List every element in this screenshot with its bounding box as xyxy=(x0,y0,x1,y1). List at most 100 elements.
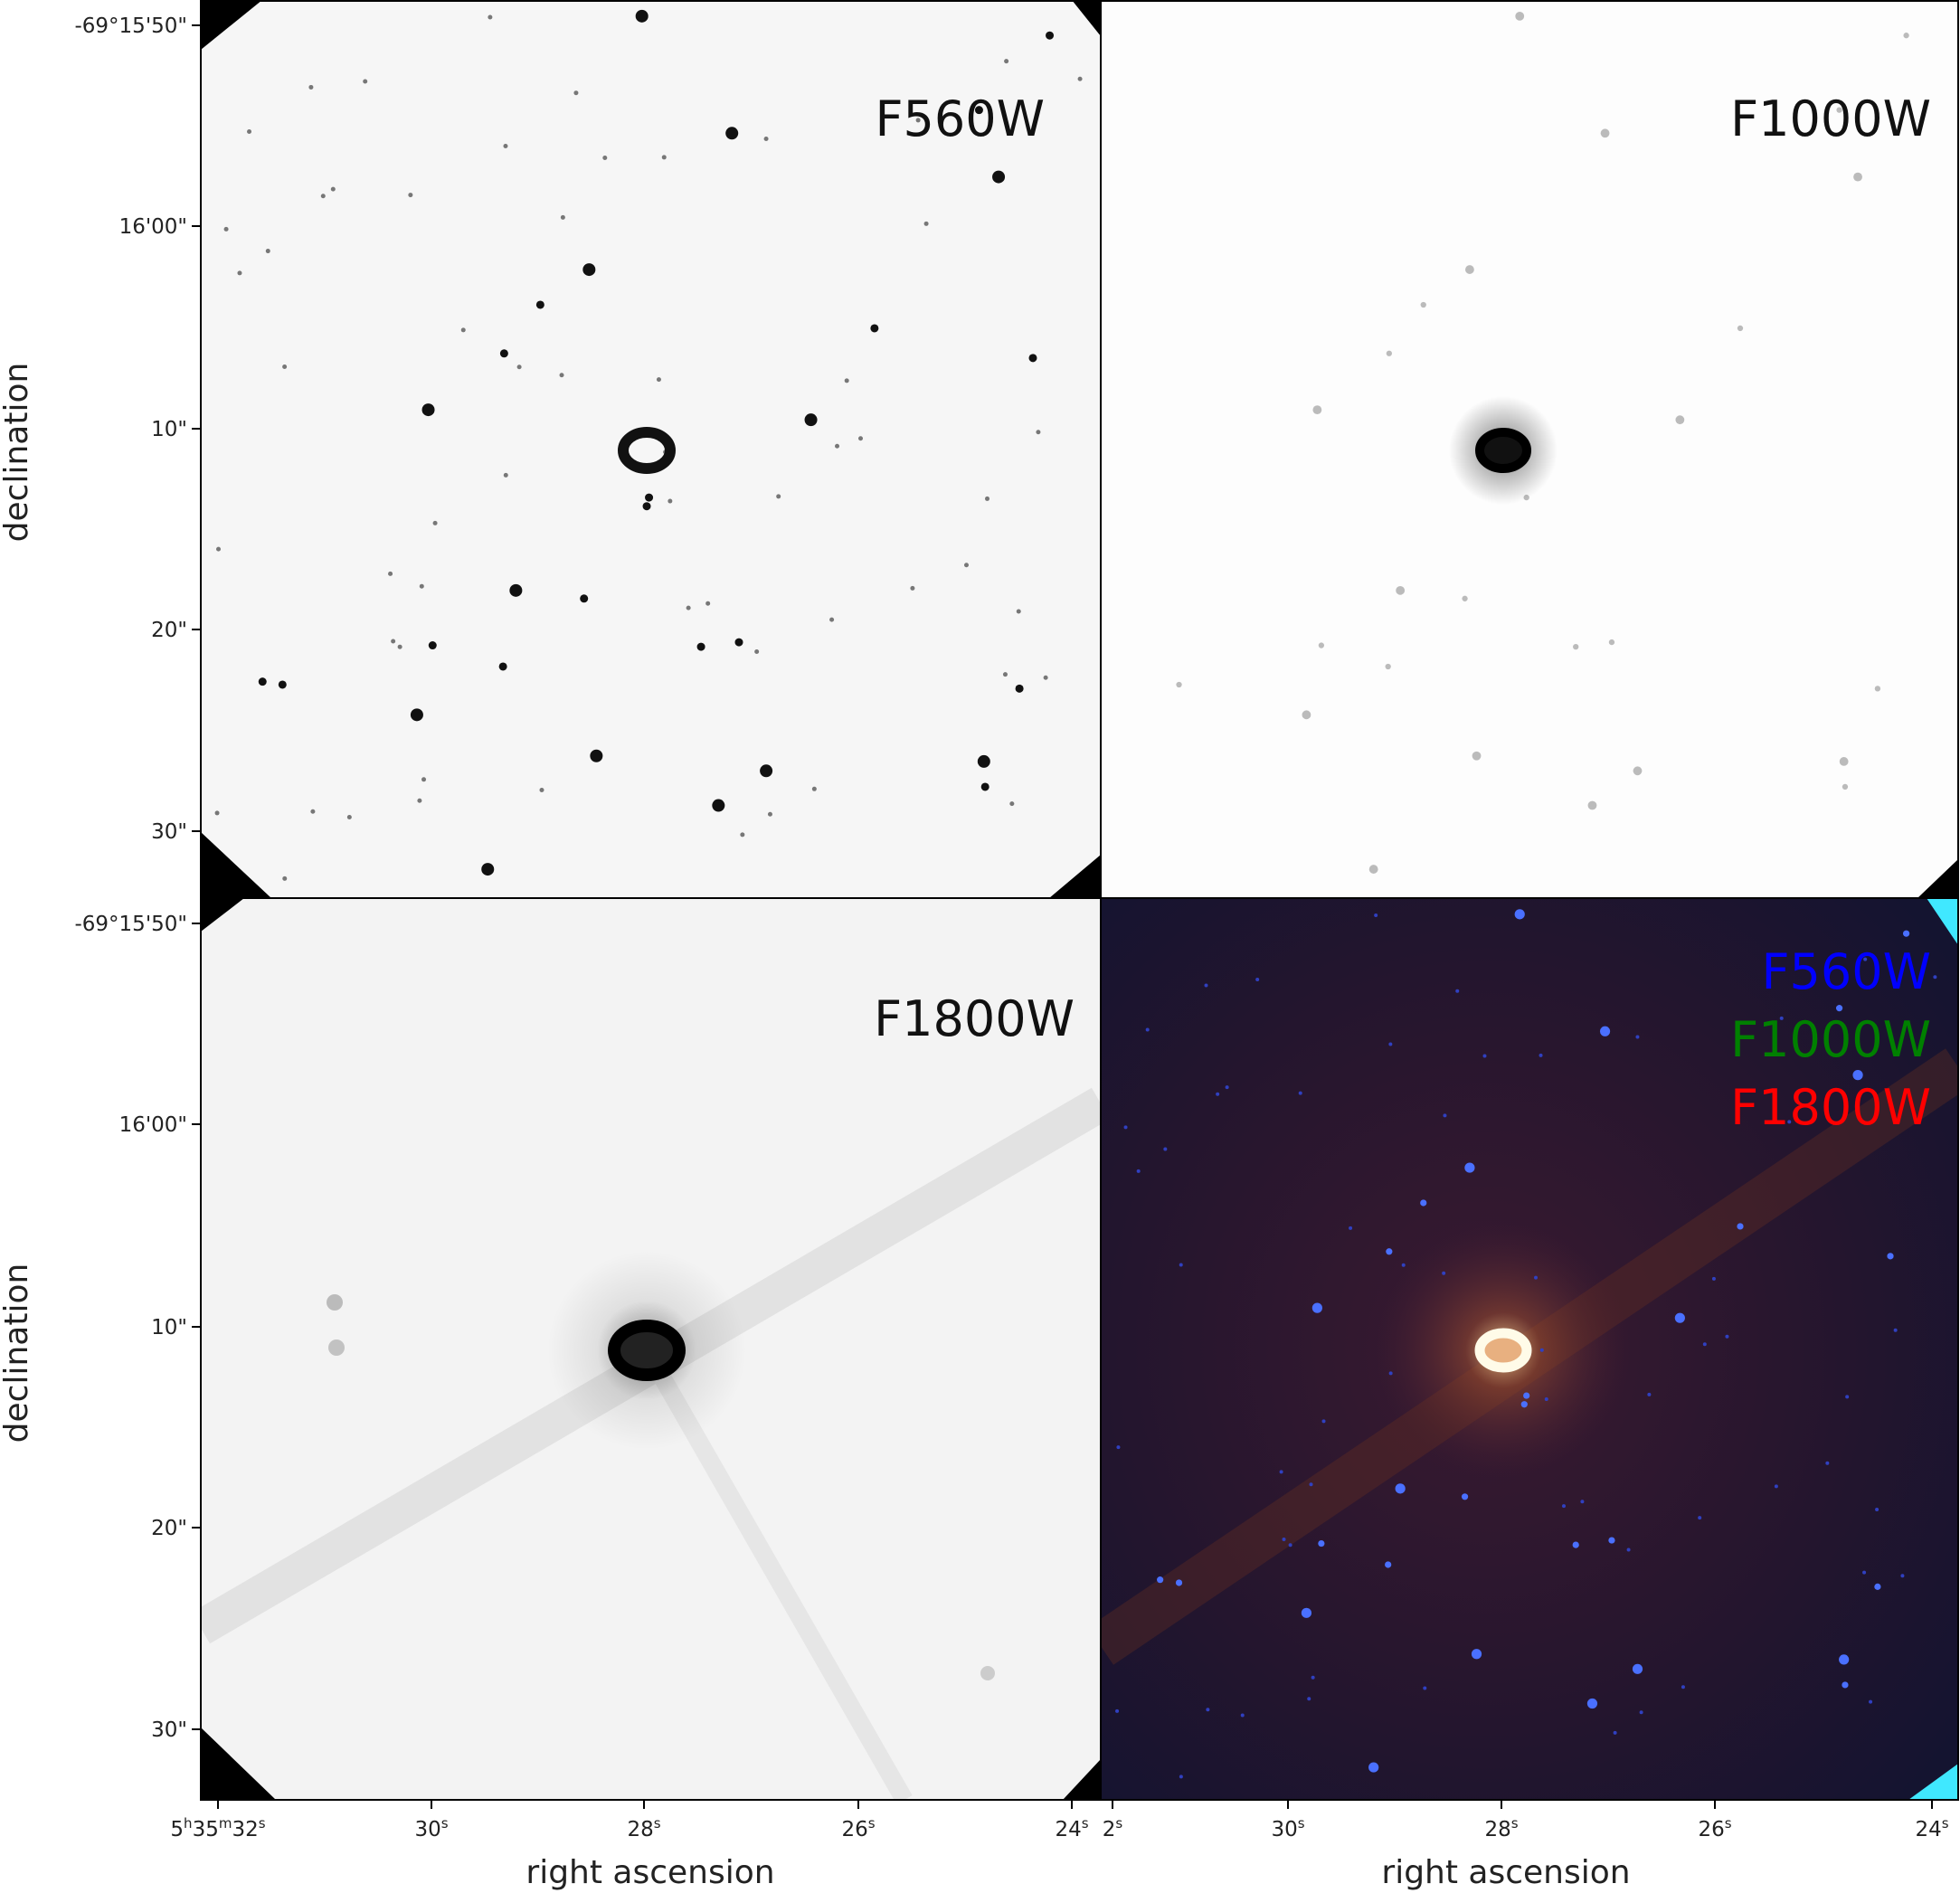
legend-f560w: F560W xyxy=(1761,943,1931,1000)
star xyxy=(1580,1500,1585,1504)
star xyxy=(1586,1698,1598,1709)
x-tick-label: 30s xyxy=(414,1815,448,1841)
star xyxy=(1175,1579,1183,1586)
panel-label: F1800W xyxy=(874,990,1075,1047)
star xyxy=(725,127,739,140)
star xyxy=(1443,1113,1447,1118)
star xyxy=(417,798,422,803)
star xyxy=(1674,1312,1685,1323)
star xyxy=(1388,1042,1393,1046)
star xyxy=(1836,107,1842,113)
star xyxy=(1639,1710,1643,1715)
star xyxy=(1874,1583,1881,1590)
star xyxy=(499,349,508,358)
y-tick-label: 10" xyxy=(151,1316,187,1339)
star xyxy=(1635,1035,1640,1039)
star xyxy=(1853,172,1862,182)
star xyxy=(237,270,242,276)
star xyxy=(1204,983,1208,988)
star xyxy=(1544,1397,1548,1402)
detector-corner xyxy=(1049,855,1101,898)
detector-corner xyxy=(1908,1764,1958,1800)
star xyxy=(1633,766,1643,776)
star xyxy=(539,788,544,793)
star xyxy=(214,810,220,816)
star xyxy=(1145,1027,1150,1032)
star xyxy=(1206,1708,1210,1712)
star xyxy=(1455,989,1460,993)
star xyxy=(560,214,565,220)
star xyxy=(1472,751,1482,761)
star xyxy=(1725,1334,1729,1339)
star xyxy=(1573,643,1579,650)
star xyxy=(1608,1537,1615,1544)
star xyxy=(1036,430,1041,435)
star xyxy=(696,642,705,651)
star xyxy=(481,863,495,876)
star xyxy=(1902,930,1910,937)
star xyxy=(216,546,222,552)
star xyxy=(635,9,649,23)
star xyxy=(760,764,773,778)
legend-f1800w: F1800W xyxy=(1730,1079,1931,1136)
star xyxy=(1176,681,1182,688)
y-tick-label: 30" xyxy=(151,820,187,844)
star xyxy=(1600,128,1610,138)
star xyxy=(1632,1663,1643,1674)
detector-corner xyxy=(201,832,271,898)
star xyxy=(829,617,835,622)
detector-corner xyxy=(1072,0,1101,36)
x-tick-label: 2s xyxy=(1103,1815,1123,1841)
y-tick-label: 20" xyxy=(151,1517,187,1540)
star xyxy=(1572,1541,1579,1548)
star xyxy=(1386,350,1392,356)
star xyxy=(602,155,608,160)
star xyxy=(642,502,651,511)
star xyxy=(1385,663,1391,670)
star xyxy=(1279,1470,1283,1474)
detector-corner xyxy=(1927,898,1958,945)
star xyxy=(1043,675,1048,680)
x-tick-label: 30s xyxy=(1271,1815,1304,1841)
star xyxy=(1318,1539,1325,1548)
star xyxy=(661,155,667,160)
y-axis-title: declination xyxy=(0,1264,35,1443)
star xyxy=(1015,684,1024,693)
star xyxy=(1539,1053,1543,1057)
star xyxy=(980,782,989,791)
star xyxy=(1539,1348,1544,1352)
star xyxy=(1240,1713,1245,1718)
star xyxy=(1874,686,1881,692)
star xyxy=(421,403,435,417)
star xyxy=(974,106,983,115)
star xyxy=(1464,1162,1475,1173)
star xyxy=(1737,325,1744,332)
star xyxy=(1515,11,1525,21)
star xyxy=(1077,76,1083,81)
star xyxy=(1179,1775,1183,1779)
star xyxy=(1862,1570,1867,1575)
star xyxy=(1933,975,1937,980)
star xyxy=(1523,1392,1530,1399)
star-field xyxy=(1176,11,1909,874)
star xyxy=(1255,977,1260,981)
star xyxy=(1028,354,1037,363)
star xyxy=(1887,1253,1894,1260)
star xyxy=(1774,1484,1778,1489)
y-tick-label: 16'00" xyxy=(119,1113,187,1137)
star xyxy=(1842,1681,1849,1689)
star xyxy=(1839,757,1849,766)
star xyxy=(308,84,314,90)
star xyxy=(1534,1275,1539,1280)
star xyxy=(1825,1461,1830,1465)
star xyxy=(1587,800,1597,810)
star xyxy=(498,662,507,671)
y-axis-title: declination xyxy=(0,363,35,543)
star xyxy=(668,498,673,504)
star xyxy=(1301,1607,1312,1618)
x-tick-label: 24s xyxy=(1915,1815,1948,1841)
star xyxy=(977,754,990,768)
star xyxy=(1561,1504,1566,1509)
star xyxy=(1423,1686,1427,1690)
